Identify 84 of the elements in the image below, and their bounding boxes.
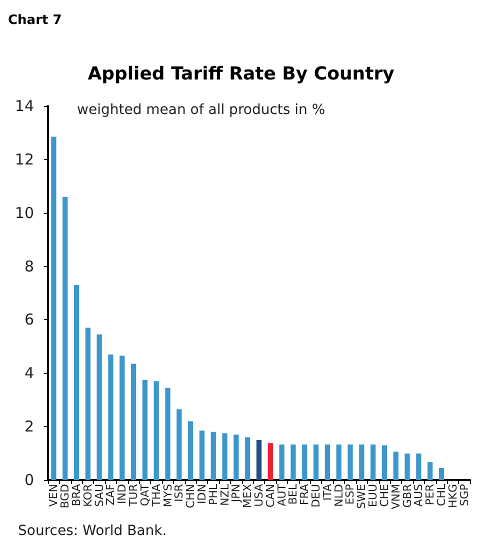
y-tick-label: 0 (24, 471, 34, 489)
bar (268, 443, 273, 480)
x-tick-label: PER (424, 484, 437, 506)
bar (313, 444, 319, 480)
x-tick-label: CHN (184, 484, 198, 508)
x-tick-label: KOR (81, 484, 94, 507)
bar (324, 444, 330, 480)
bar (74, 284, 80, 480)
bar (393, 452, 398, 480)
x-tick-label: CHL (434, 483, 448, 506)
y-tick-label: 2 (24, 418, 34, 436)
x-tick-label: AUS (412, 484, 426, 507)
x-tick-label: ESP (344, 484, 357, 505)
bar (438, 468, 444, 480)
y-tick-label: 8 (24, 257, 34, 276)
bar (428, 462, 433, 480)
bar (348, 444, 353, 480)
x-tick-label: BRA (70, 484, 84, 506)
y-tick-label: 4 (24, 364, 34, 382)
x-tick-label: MYS (161, 484, 174, 508)
x-tick-label: IDN (195, 484, 208, 504)
x-tick-label: IND (116, 484, 129, 504)
x-tick-label: NZL (218, 483, 232, 506)
bar (359, 444, 364, 480)
x-tick-label: SAU (92, 484, 106, 507)
bar (199, 430, 205, 480)
bar (290, 444, 296, 480)
x-tick-label: FRA (298, 484, 312, 506)
bar (51, 136, 56, 480)
x-tick-label: AUT (275, 484, 288, 506)
bar (302, 444, 308, 480)
bar (234, 434, 239, 480)
x-tick-label: EUU (366, 484, 380, 508)
x-tick-label: PHL (206, 483, 220, 506)
bar (165, 388, 170, 480)
x-tick-label: ZAF (104, 484, 118, 506)
x-tick-label: BGD (58, 484, 72, 508)
x-tick-label: THA (150, 484, 163, 508)
x-tick-label: ISR (172, 484, 186, 502)
bar (210, 432, 216, 480)
bar (96, 334, 102, 480)
y-tick-label: 10 (14, 204, 34, 222)
y-tick-label: 14 (14, 97, 34, 115)
bar (188, 421, 194, 480)
bar (336, 444, 342, 480)
bar (120, 356, 125, 480)
x-tick-label: VEN (47, 484, 60, 507)
bar (245, 437, 250, 480)
x-tick-label: MEX (241, 484, 254, 508)
chart-subtitle: weighted mean of all products in % (77, 102, 326, 118)
bar (222, 433, 228, 480)
y-tick-label: 6 (24, 310, 34, 329)
bar (85, 328, 90, 480)
x-tick-label: HKG (446, 484, 460, 508)
x-tick-label: NLD (332, 484, 346, 507)
bar (416, 454, 422, 480)
bar (176, 409, 182, 480)
bar (370, 444, 376, 480)
caption: Chart 7 (8, 13, 62, 28)
x-tick-label: SGP (458, 484, 471, 506)
chart-title: Applied Tariff Rate By Country (88, 64, 395, 84)
bar (62, 196, 68, 480)
x-tick-label: ITA (320, 484, 334, 501)
x-tick-label: BEL (286, 483, 300, 505)
bar (256, 440, 262, 480)
x-tick-label: USA (252, 484, 266, 507)
x-tick-label: DEU (310, 484, 323, 508)
source-note: Sources: World Bank. (18, 523, 167, 539)
x-tick-label: TUR (127, 484, 140, 508)
bar (382, 445, 388, 480)
x-tick-label: JPN (230, 484, 243, 504)
x-tick-label: VNM (389, 484, 402, 510)
x-tick-label: QAT (138, 484, 152, 506)
bar (404, 454, 410, 480)
bar (130, 364, 136, 480)
bar (142, 380, 148, 480)
bar (279, 444, 284, 480)
x-tick-label: CHE (378, 484, 391, 507)
x-tick-label: SWE (355, 484, 368, 509)
x-tick-label: CAN (264, 484, 277, 508)
y-tick-label: 12 (14, 150, 34, 168)
bar (154, 381, 159, 480)
bar (108, 354, 114, 480)
x-tick-label: GBR (400, 484, 414, 508)
